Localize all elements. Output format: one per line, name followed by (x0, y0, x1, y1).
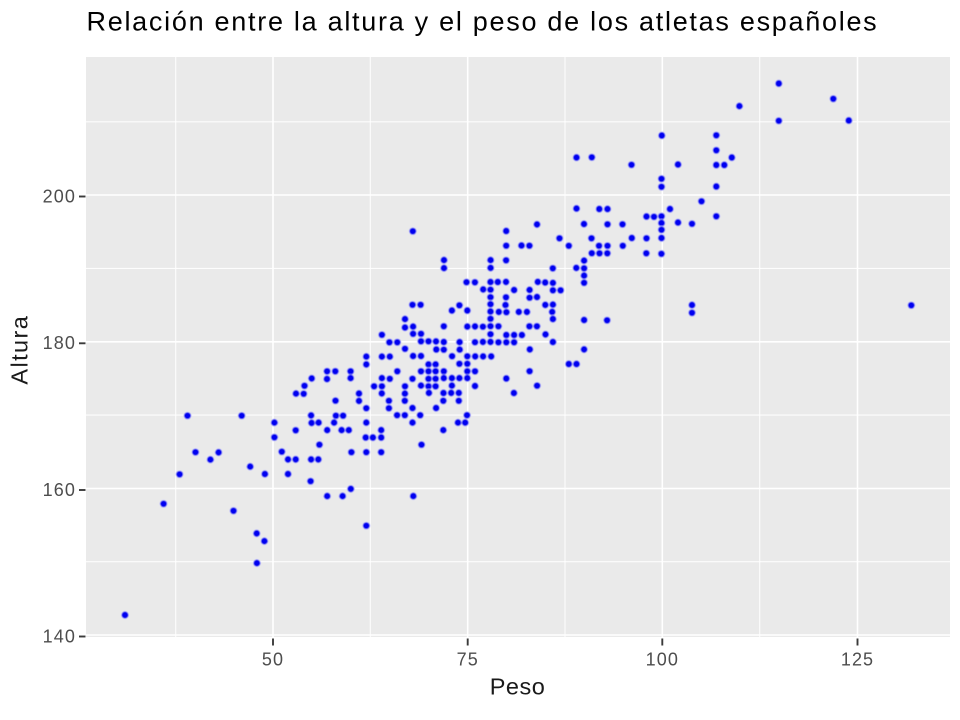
svg-text:Relación entre la altura y el: Relación entre la altura y el peso de lo… (87, 7, 879, 37)
svg-text:100: 100 (646, 650, 679, 670)
svg-text:140: 140 (43, 626, 76, 646)
svg-text:180: 180 (43, 333, 76, 353)
svg-text:200: 200 (43, 186, 76, 206)
svg-text:75: 75 (457, 650, 479, 670)
svg-text:50: 50 (262, 650, 284, 670)
svg-text:Altura: Altura (6, 315, 32, 385)
svg-text:160: 160 (43, 480, 76, 500)
svg-text:125: 125 (841, 650, 874, 670)
svg-text:Peso: Peso (490, 674, 546, 700)
